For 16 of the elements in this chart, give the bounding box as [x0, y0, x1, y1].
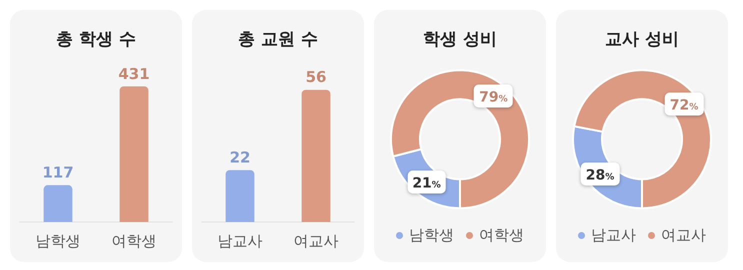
chart-title: 총 학생 수	[56, 30, 136, 50]
chart-title: 학생 성비	[423, 30, 497, 50]
x-tick-label: 남학생	[36, 232, 80, 250]
data-label: 431	[118, 64, 150, 83]
x-tick-label: 여교사	[294, 232, 338, 250]
data-label: 72%	[670, 98, 698, 114]
data-label: 56	[306, 68, 326, 86]
data-label: 117	[42, 164, 74, 182]
chart-title: 총 교원 수	[238, 30, 318, 50]
data-label: 79%	[479, 90, 508, 106]
data-label: 28%	[586, 167, 614, 184]
data-label: 21%	[412, 176, 441, 192]
x-tick-label: 남교사	[218, 232, 262, 250]
chart-title: 교사 성비	[605, 30, 679, 50]
data-label: 22	[230, 148, 250, 166]
x-tick-label: 여학생	[112, 232, 156, 250]
